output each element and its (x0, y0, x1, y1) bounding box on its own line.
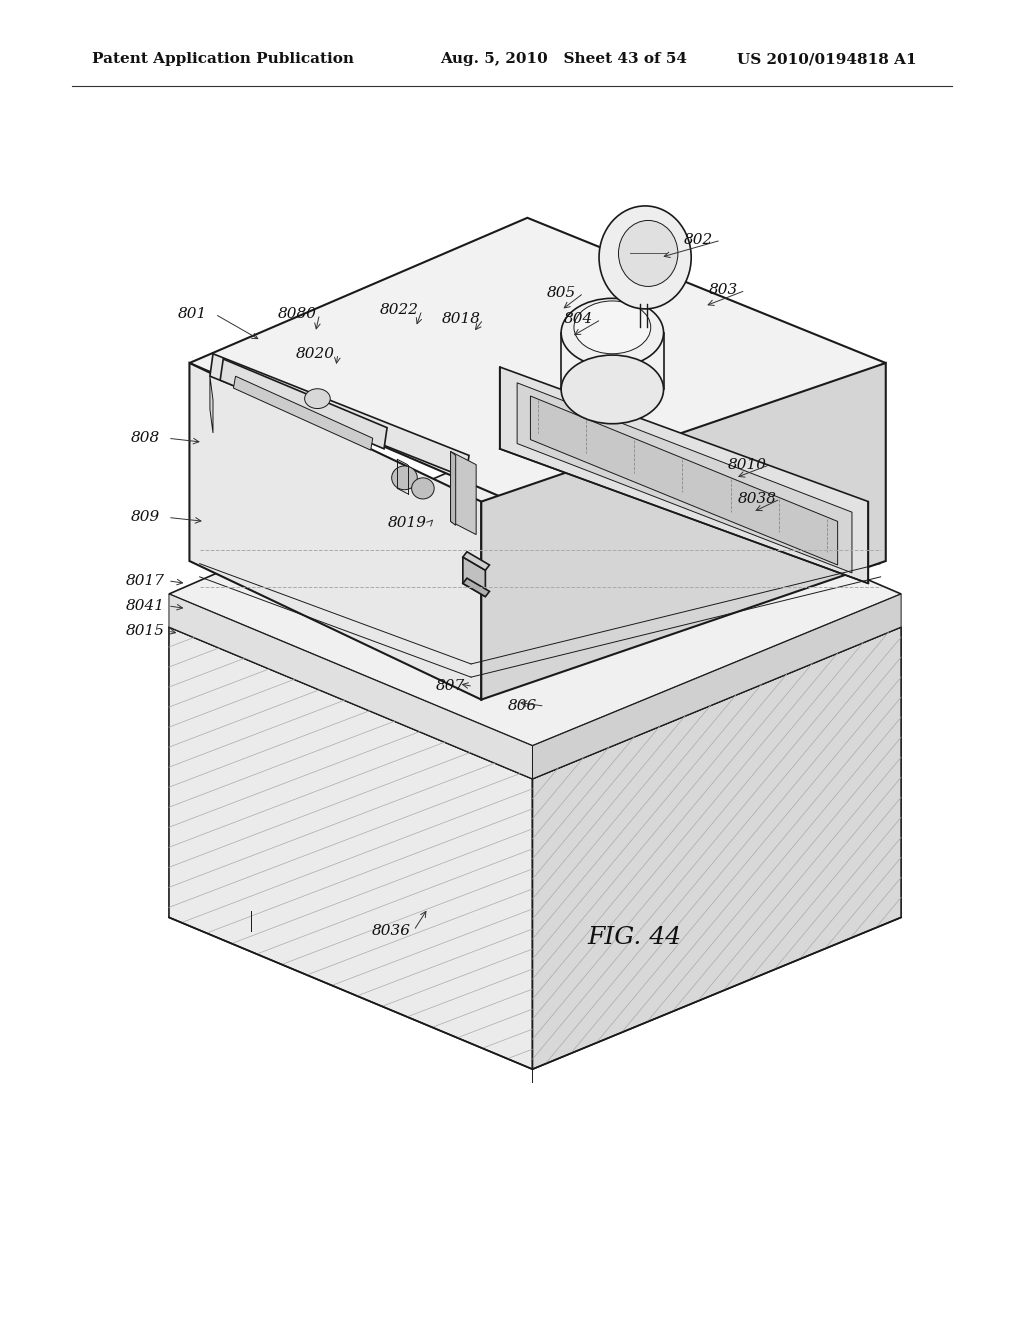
Polygon shape (233, 376, 373, 450)
Ellipse shape (412, 478, 434, 499)
Text: FIG. 44: FIG. 44 (588, 925, 682, 949)
Text: 8041: 8041 (126, 599, 165, 612)
Polygon shape (500, 367, 868, 583)
Text: 8018: 8018 (441, 313, 480, 326)
Polygon shape (210, 376, 213, 433)
Text: Patent Application Publication: Patent Application Publication (92, 53, 354, 66)
Polygon shape (220, 359, 387, 449)
Polygon shape (463, 557, 485, 597)
Text: 809: 809 (131, 511, 160, 524)
Polygon shape (481, 363, 886, 700)
Ellipse shape (573, 301, 651, 354)
Text: Aug. 5, 2010   Sheet 43 of 54: Aug. 5, 2010 Sheet 43 of 54 (440, 53, 687, 66)
Text: 8038: 8038 (738, 492, 777, 506)
Ellipse shape (599, 206, 691, 309)
Text: 806: 806 (508, 700, 537, 713)
Polygon shape (530, 396, 838, 565)
Ellipse shape (305, 389, 330, 409)
Text: 801: 801 (178, 308, 207, 321)
Text: 803: 803 (709, 284, 737, 297)
Polygon shape (517, 383, 852, 573)
Text: 805: 805 (547, 286, 575, 300)
Ellipse shape (391, 466, 418, 490)
Text: 8036: 8036 (372, 924, 411, 937)
Polygon shape (463, 578, 489, 597)
Polygon shape (463, 552, 489, 570)
Polygon shape (169, 469, 901, 779)
Polygon shape (189, 363, 481, 700)
Polygon shape (169, 436, 901, 746)
Text: 8080: 8080 (278, 308, 316, 321)
Text: 8015: 8015 (126, 624, 165, 638)
Text: 8019: 8019 (388, 516, 427, 529)
Polygon shape (169, 627, 532, 1069)
Text: 808: 808 (131, 432, 160, 445)
Polygon shape (451, 451, 476, 535)
Text: 8020: 8020 (296, 347, 335, 360)
Polygon shape (169, 594, 532, 779)
Ellipse shape (618, 220, 678, 286)
Text: US 2010/0194818 A1: US 2010/0194818 A1 (737, 53, 916, 66)
Ellipse shape (561, 355, 664, 424)
Text: 807: 807 (436, 680, 465, 693)
Polygon shape (210, 354, 469, 478)
Text: 8022: 8022 (380, 304, 419, 317)
Polygon shape (532, 594, 901, 779)
Text: 8017: 8017 (126, 574, 165, 587)
Polygon shape (451, 451, 456, 525)
Polygon shape (189, 218, 886, 508)
Text: 804: 804 (564, 313, 593, 326)
Ellipse shape (561, 298, 664, 367)
Text: 8010: 8010 (728, 458, 767, 471)
Polygon shape (532, 627, 901, 1069)
Text: 802: 802 (684, 234, 713, 247)
